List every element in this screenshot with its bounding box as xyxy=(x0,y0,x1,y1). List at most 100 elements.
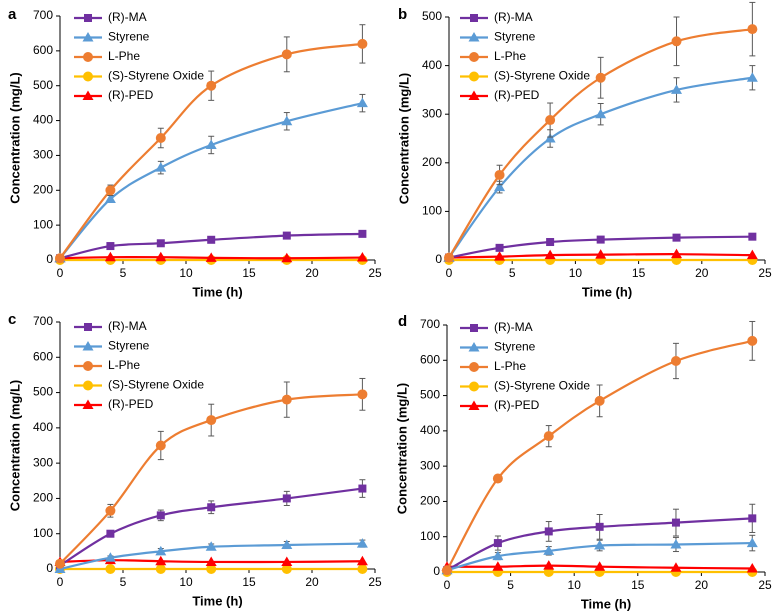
data-point xyxy=(105,505,116,516)
x-tick-label: 5 xyxy=(507,578,514,592)
legend-marker xyxy=(470,324,478,332)
y-tick-label: 200 xyxy=(420,494,440,508)
series-line xyxy=(59,393,363,565)
chart-panel-d: d 0 100 200 300 400 500 600 700 0 5 10 15 20 25 Time (h… xyxy=(394,313,772,611)
data-point xyxy=(105,185,116,196)
data-point xyxy=(155,162,167,172)
legend: (R)-MA Styrene L-Phe (S)-Styrene Oxide (R)-P… xyxy=(460,320,590,412)
legend-marker xyxy=(83,380,93,391)
x-tick-label: 10 xyxy=(179,575,193,589)
y-tick-label: 0 xyxy=(433,564,440,578)
x-tick-label: 0 xyxy=(57,266,64,280)
y-tick-label: 400 xyxy=(33,113,53,127)
x-tick-label: 15 xyxy=(631,578,645,592)
data-point xyxy=(747,24,758,35)
data-point xyxy=(356,538,368,548)
y-tick-label: 300 xyxy=(420,458,440,472)
series-l-phe xyxy=(55,24,368,264)
legend-label: (S)-Styrene Oxide xyxy=(494,379,590,393)
legend-label: (R)-MA xyxy=(108,10,147,24)
legend-marker xyxy=(469,52,479,62)
series-l-phe xyxy=(55,377,368,569)
data-point xyxy=(594,395,605,406)
data-point xyxy=(156,239,165,248)
x-tick-label: 10 xyxy=(568,578,582,592)
series-l-phe xyxy=(444,1,758,263)
legend-marker xyxy=(82,341,94,351)
y-tick-label: 600 xyxy=(420,352,440,366)
x-axis-title: Time (h) xyxy=(192,284,242,299)
x-tick-label: 15 xyxy=(632,266,646,280)
data-point xyxy=(492,561,504,571)
y-tick-label: 100 xyxy=(33,217,53,231)
data-point xyxy=(596,235,605,244)
series-r-ped xyxy=(441,560,758,573)
x-tick-label: 5 xyxy=(509,266,516,280)
data-point xyxy=(746,72,758,82)
y-tick-label: 400 xyxy=(33,420,53,434)
data-point xyxy=(746,562,758,573)
y-tick-label: 400 xyxy=(422,58,442,72)
legend-marker xyxy=(470,14,478,22)
series-line xyxy=(448,76,753,259)
data-point xyxy=(357,564,368,574)
legend-label: (R)-MA xyxy=(494,10,533,24)
data-point xyxy=(672,233,681,242)
y-tick-label: 100 xyxy=(422,204,442,218)
data-point xyxy=(207,235,216,244)
y-tick-label: 200 xyxy=(33,182,53,196)
legend-marker xyxy=(83,52,93,62)
y-tick-label: 200 xyxy=(422,155,442,169)
y-tick-label: 0 xyxy=(46,561,53,575)
legend-label: Styrene xyxy=(494,30,536,44)
legend-label: (R)-PED xyxy=(108,397,154,411)
data-point xyxy=(543,560,555,570)
data-point xyxy=(594,540,606,550)
series-r-ma xyxy=(56,479,367,570)
data-point xyxy=(282,231,291,240)
data-point xyxy=(495,243,504,252)
data-point xyxy=(595,108,607,119)
legend-label: Styrene xyxy=(494,340,536,354)
x-axis-title: Time (h) xyxy=(582,284,632,299)
data-point xyxy=(670,562,682,572)
legend-label: Styrene xyxy=(108,339,150,353)
data-point xyxy=(671,248,683,259)
panel-label: b xyxy=(398,6,407,23)
data-point xyxy=(595,249,607,259)
data-point xyxy=(106,242,115,251)
legend-label: (R)-PED xyxy=(494,88,540,102)
y-tick-label: 500 xyxy=(33,385,53,399)
series-styrene xyxy=(441,534,758,575)
data-point xyxy=(155,564,166,574)
x-tick-label: 20 xyxy=(695,578,709,592)
x-tick-label: 25 xyxy=(368,575,382,589)
data-point xyxy=(543,431,554,442)
data-point xyxy=(747,335,758,346)
legend-label: (S)-Styrene Oxide xyxy=(108,378,204,392)
legend-label: L-Phe xyxy=(494,49,526,63)
data-point xyxy=(205,541,217,551)
legend-marker xyxy=(468,400,480,410)
data-point xyxy=(155,133,166,143)
data-point xyxy=(207,503,216,512)
data-point xyxy=(281,556,293,566)
legend-marker xyxy=(83,361,93,371)
y-tick-label: 0 xyxy=(46,252,53,266)
data-point xyxy=(494,251,506,261)
legend-label: (R)-PED xyxy=(494,398,540,412)
x-tick-label: 5 xyxy=(120,266,127,280)
panel-label: d xyxy=(398,313,407,330)
data-point xyxy=(444,252,454,263)
data-point xyxy=(358,484,367,493)
x-tick-label: 5 xyxy=(120,575,127,589)
data-point xyxy=(494,169,505,180)
series-l-phe xyxy=(442,320,758,576)
y-tick-label: 100 xyxy=(420,529,440,543)
data-point xyxy=(594,561,606,571)
data-point xyxy=(544,249,556,260)
data-point xyxy=(155,440,166,451)
y-tick-label: 300 xyxy=(33,148,53,162)
data-point xyxy=(281,49,292,60)
